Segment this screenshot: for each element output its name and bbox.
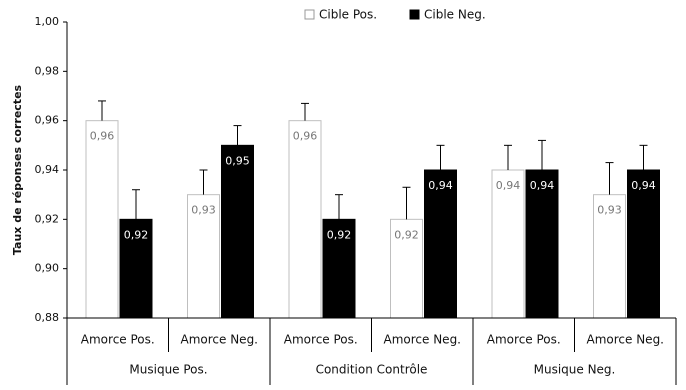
x-tick-label: Amorce Pos. bbox=[81, 333, 155, 347]
x-tick-label: Amorce Neg. bbox=[384, 333, 462, 347]
y-axis-title: Taux de réponses correctes bbox=[11, 84, 24, 255]
group-label: Musique Pos. bbox=[129, 363, 207, 377]
legend-label: Cible Pos. bbox=[319, 8, 377, 22]
y-tick-label: 0,88 bbox=[35, 311, 60, 324]
y-tick-label: 0,92 bbox=[35, 212, 60, 225]
legend-swatch bbox=[409, 9, 420, 20]
value-label: 0,96 bbox=[90, 130, 115, 143]
value-label: 0,96 bbox=[293, 130, 318, 143]
value-label: 0,92 bbox=[327, 228, 352, 241]
y-tick-label: 0,98 bbox=[35, 64, 60, 77]
y-tick-label: 1,00 bbox=[35, 15, 60, 28]
value-label: 0,92 bbox=[124, 228, 149, 241]
bar bbox=[627, 169, 660, 319]
value-label: 0,93 bbox=[597, 204, 622, 217]
bar bbox=[525, 169, 559, 319]
value-label: 0,94 bbox=[428, 179, 453, 192]
bar bbox=[221, 144, 254, 319]
value-label: 0,93 bbox=[191, 204, 216, 217]
bar bbox=[119, 218, 153, 319]
bar bbox=[288, 120, 322, 319]
value-label: 0,94 bbox=[631, 179, 656, 192]
legend-label: Cible Neg. bbox=[424, 8, 486, 22]
value-label: 0,94 bbox=[496, 179, 521, 192]
x-tick-label: Amorce Neg. bbox=[181, 333, 259, 347]
bar bbox=[85, 120, 119, 319]
bar bbox=[424, 169, 457, 319]
y-tick-label: 0,96 bbox=[35, 114, 60, 127]
y-tick-label: 0,90 bbox=[35, 262, 60, 275]
group-label: Condition Contrôle bbox=[316, 363, 428, 377]
bar bbox=[491, 169, 525, 319]
value-label: 0,95 bbox=[225, 154, 250, 167]
y-tick-label: 0,94 bbox=[35, 163, 60, 176]
x-tick-label: Amorce Pos. bbox=[284, 333, 358, 347]
group-label: Musique Neg. bbox=[534, 363, 616, 377]
value-label: 0,94 bbox=[530, 179, 555, 192]
bar bbox=[390, 218, 423, 319]
value-label: 0,92 bbox=[394, 228, 419, 241]
x-tick-label: Amorce Pos. bbox=[487, 333, 561, 347]
legend-swatch bbox=[304, 9, 315, 20]
x-tick-label: Amorce Neg. bbox=[587, 333, 665, 347]
